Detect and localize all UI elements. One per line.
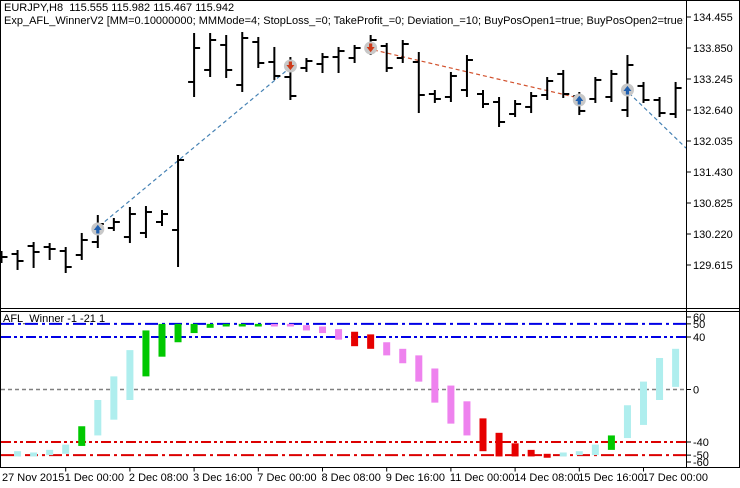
chart-symbol-ohlc-line: EURJPY,H8 115.555 115.982 115.467 115.94… bbox=[4, 2, 235, 14]
expert-advisor-params-line: Exp_AFL_WinnerV2 [MM=0.10000000; MMMode=… bbox=[4, 15, 684, 27]
time-axis[interactable] bbox=[0, 468, 740, 488]
price-axis[interactable] bbox=[687, 0, 740, 467]
indicator-name-label: AFL_Winner -1 -21 1 bbox=[3, 313, 106, 325]
